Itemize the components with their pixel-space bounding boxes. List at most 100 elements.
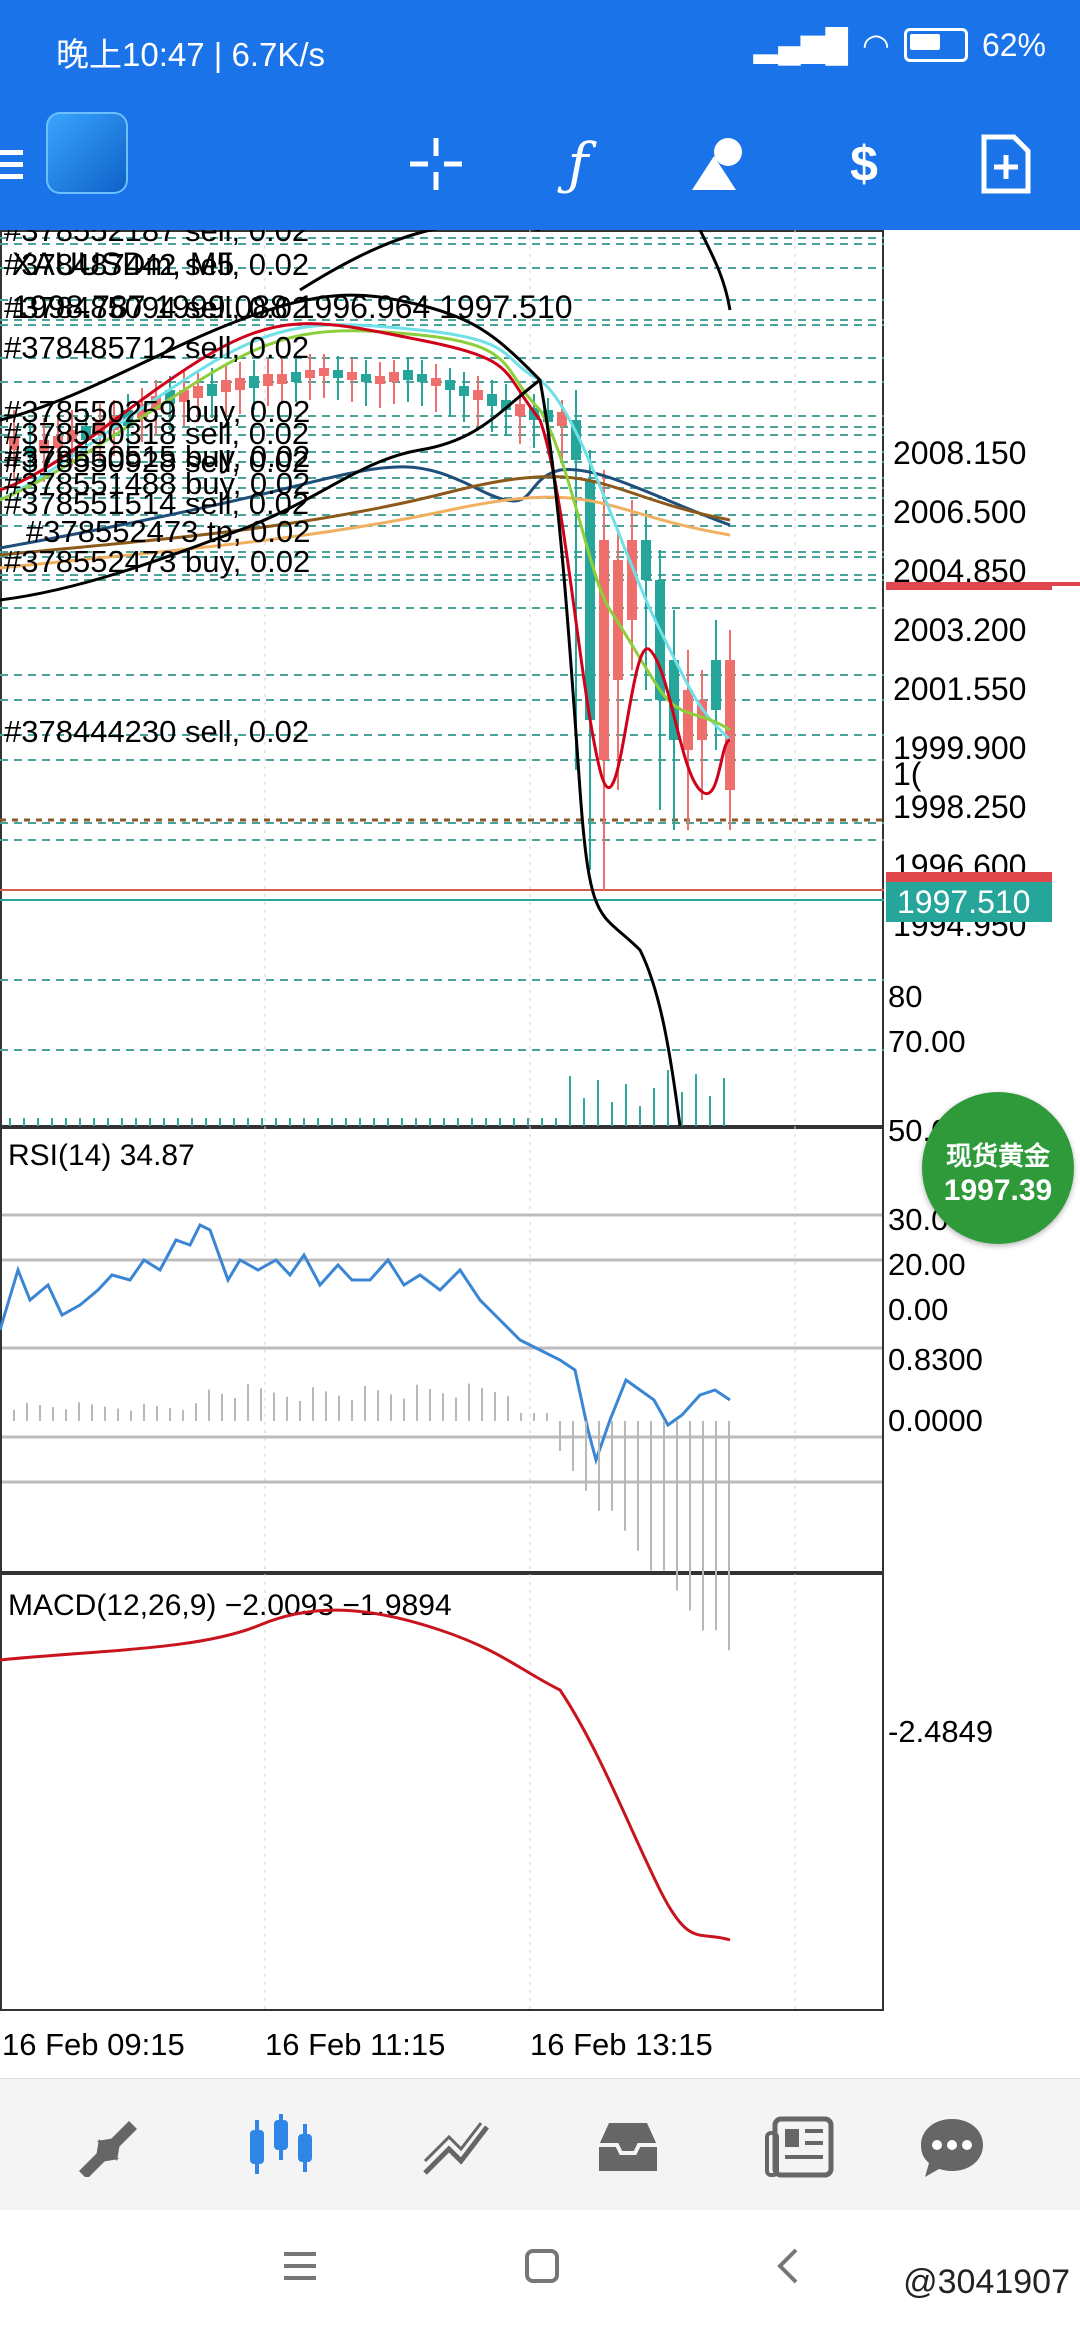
candle-body bbox=[417, 374, 427, 382]
candle-body bbox=[599, 540, 609, 760]
wifi-icon: ◠ bbox=[862, 27, 890, 63]
new-order-icon[interactable] bbox=[966, 124, 1046, 204]
candle-body bbox=[25, 446, 35, 455]
ma-orange-line bbox=[0, 495, 731, 570]
candle-body bbox=[431, 378, 441, 386]
candle-body bbox=[501, 400, 511, 410]
candle-body bbox=[557, 412, 567, 426]
candle-body bbox=[697, 700, 707, 740]
rsi-label: RSI(14) 34.87 bbox=[8, 1139, 195, 1172]
price-tick-label: 2001.550 bbox=[893, 671, 1026, 707]
band-lower-line bbox=[0, 293, 682, 1127]
macd-signal-line bbox=[0, 1608, 731, 1942]
candle-body bbox=[263, 374, 273, 386]
objects-icon[interactable] bbox=[680, 124, 760, 204]
system-navigation: @3041907 bbox=[0, 2210, 1080, 2340]
candle-body bbox=[53, 436, 63, 448]
order-label: #378552473 tp, 0.02 bbox=[26, 514, 310, 549]
candle-body bbox=[683, 690, 693, 750]
candle-body bbox=[445, 380, 455, 390]
candle-body bbox=[305, 370, 315, 378]
candle-body bbox=[347, 372, 357, 380]
recents-icon[interactable] bbox=[280, 2246, 320, 2291]
candle-body bbox=[137, 404, 147, 418]
rsi-tick-label: 70.00 bbox=[888, 1024, 966, 1059]
candle-body bbox=[487, 394, 497, 406]
order-label: #378444230 sell, 0.02 bbox=[4, 714, 309, 749]
symbol-timeframe: XAUUSDm, M5 bbox=[12, 246, 234, 282]
candle-body bbox=[389, 372, 399, 382]
ma-green-line bbox=[0, 329, 731, 732]
candle-body bbox=[319, 368, 329, 376]
status-time: 晚上10:47 | 6.7K/s bbox=[56, 36, 326, 73]
order-labels: #378552187 sell, 0.02#378487442 sell, 0.… bbox=[4, 213, 310, 749]
candle-body bbox=[249, 376, 259, 388]
crosshair-icon[interactable] bbox=[396, 124, 476, 204]
ma-red-line bbox=[0, 322, 731, 795]
price-axis: 2008.1502006.5002004.8502003.2002001.550… bbox=[893, 435, 1026, 943]
candle-body bbox=[515, 404, 525, 416]
nav-history-icon[interactable] bbox=[588, 2107, 668, 2187]
price-tick-partial: 1( bbox=[893, 756, 922, 792]
nav-chart-icon[interactable] bbox=[242, 2107, 322, 2187]
current-price-tag bbox=[886, 882, 1052, 922]
candle-body bbox=[473, 390, 483, 400]
candle-body bbox=[333, 370, 343, 378]
order-label: #378550515 buy, 0.02 bbox=[4, 439, 310, 474]
order-label: #378551514 sell, 0.02 bbox=[4, 486, 309, 521]
order-label: #378485094 sell, 0.02 bbox=[4, 290, 309, 325]
app-logo-icon bbox=[46, 112, 128, 194]
rsi-line bbox=[0, 1222, 731, 1466]
rsi-tick-label: 20.00 bbox=[888, 1247, 966, 1282]
home-icon[interactable] bbox=[522, 2246, 562, 2291]
candle-body bbox=[193, 386, 203, 398]
order-label: #378550318 sell, 0.02 bbox=[4, 416, 309, 451]
main-panel-border bbox=[0, 230, 884, 1127]
candle-body bbox=[627, 540, 637, 620]
ma-navy-line bbox=[0, 465, 731, 550]
order-label: #378552473 buy, 0.02 bbox=[4, 544, 310, 579]
order-label: #378551488 buy, 0.02 bbox=[4, 466, 310, 501]
price-tick-label: 2003.200 bbox=[893, 612, 1026, 648]
ask-price-tag bbox=[886, 582, 1052, 590]
rsi-levels bbox=[2, 1213, 882, 1484]
band-mid-line bbox=[0, 378, 541, 602]
status-bar: 晚上10:47 | 6.7K/s ▂▄▆█ ◠ 62% bbox=[0, 0, 1080, 96]
candle-body bbox=[375, 376, 385, 384]
macd-histogram bbox=[13, 1383, 730, 1651]
signal-icon: ▂▄▆█ bbox=[753, 27, 849, 63]
menu-icon[interactable] bbox=[0, 124, 36, 204]
candle-body bbox=[641, 540, 651, 580]
candle-body bbox=[221, 380, 231, 392]
candle-body bbox=[67, 430, 77, 442]
candle-body bbox=[95, 422, 105, 435]
order-level-lines bbox=[0, 237, 884, 1051]
macd-panel-border bbox=[0, 1573, 884, 2011]
nav-quotes-icon[interactable] bbox=[68, 2107, 148, 2187]
back-icon[interactable] bbox=[770, 2246, 810, 2291]
rsi-tick-label: 0.00 bbox=[888, 1292, 948, 1327]
chart-area[interactable]: #378552187 sell, 0.02 #378487442 sell, 0.… bbox=[0, 213, 1080, 2080]
rsi-panel-border bbox=[0, 1127, 884, 1573]
macd-axis: 0.8300 0.0000 -2.4849 bbox=[888, 1342, 993, 1749]
candle-body bbox=[235, 378, 245, 390]
trade-dollar-icon[interactable]: $ bbox=[850, 136, 878, 192]
candle-body bbox=[571, 420, 581, 460]
candle-body bbox=[151, 396, 161, 410]
nav-news-icon[interactable] bbox=[760, 2107, 840, 2187]
order-label: #378550928 sell, 0.02 bbox=[4, 444, 309, 479]
battery-icon bbox=[903, 28, 968, 62]
nav-trade-icon[interactable] bbox=[416, 2107, 496, 2187]
candle-body bbox=[459, 386, 469, 396]
time-tick-label: 16 Feb 13:15 bbox=[530, 2027, 713, 2062]
bottom-navigation bbox=[0, 2078, 1080, 2211]
nav-chat-icon[interactable] bbox=[912, 2107, 992, 2187]
macd-label: MACD(12,26,9) −2.0093 −1.9894 bbox=[8, 1589, 452, 1622]
ma-brown-line bbox=[0, 475, 731, 557]
time-tick-label: 16 Feb 09:15 bbox=[2, 2027, 185, 2062]
spot-gold-badge[interactable]: 现货黄金 1997.39 bbox=[922, 1092, 1074, 1244]
indicators-icon[interactable]: ƒ bbox=[567, 131, 589, 197]
candle-body bbox=[9, 438, 19, 450]
bid-price-tag bbox=[886, 872, 1052, 882]
status-icons: ▂▄▆█ ◠ 62% bbox=[753, 26, 1046, 64]
